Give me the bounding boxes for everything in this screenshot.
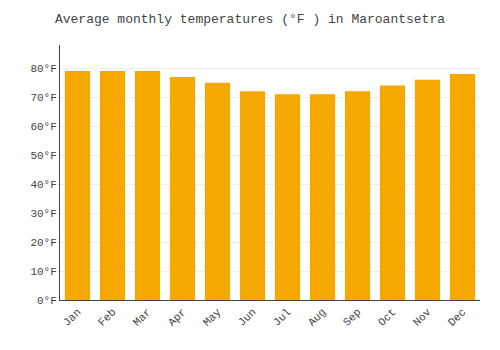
svg-text:Mar: Mar bbox=[131, 306, 153, 328]
svg-text:Average monthly temperatures (: Average monthly temperatures (°F ) in Ma… bbox=[55, 12, 445, 27]
svg-text:Sep: Sep bbox=[341, 306, 363, 328]
svg-text:70°F: 70°F bbox=[30, 92, 56, 104]
svg-text:10°F: 10°F bbox=[30, 266, 56, 278]
svg-text:40°F: 40°F bbox=[30, 179, 56, 191]
svg-text:Jan: Jan bbox=[61, 306, 83, 328]
svg-text:Apr: Apr bbox=[166, 306, 188, 328]
svg-text:Jun: Jun bbox=[236, 306, 258, 328]
svg-text:May: May bbox=[201, 306, 224, 329]
svg-text:50°F: 50°F bbox=[30, 150, 56, 162]
svg-text:Aug: Aug bbox=[306, 306, 328, 328]
svg-text:80°F: 80°F bbox=[30, 63, 56, 75]
svg-text:Oct: Oct bbox=[376, 306, 398, 328]
svg-text:Dec: Dec bbox=[446, 306, 468, 328]
svg-text:60°F: 60°F bbox=[30, 121, 56, 133]
svg-text:Nov: Nov bbox=[411, 306, 434, 329]
svg-text:Jul: Jul bbox=[271, 306, 293, 328]
svg-text:Feb: Feb bbox=[96, 306, 118, 328]
svg-text:0°F: 0°F bbox=[37, 295, 57, 307]
svg-text:20°F: 20°F bbox=[30, 237, 56, 249]
svg-text:30°F: 30°F bbox=[30, 208, 56, 220]
